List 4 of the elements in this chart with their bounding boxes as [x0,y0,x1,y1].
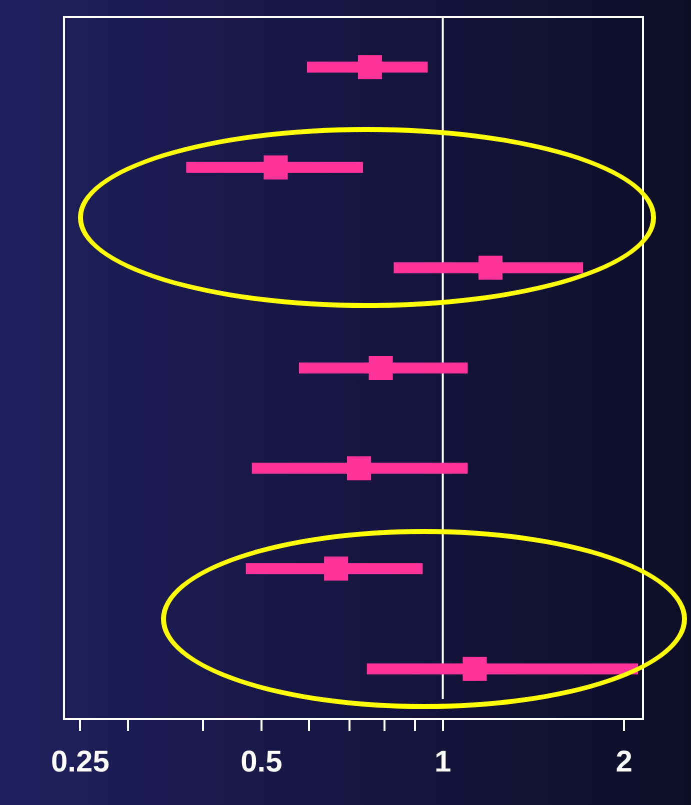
x-tick-label: 1 [434,745,452,778]
x-tick-label: 0.25 [50,745,110,778]
x-tick-label: 2 [616,745,632,778]
x-tick-label: 0.5 [240,745,282,778]
